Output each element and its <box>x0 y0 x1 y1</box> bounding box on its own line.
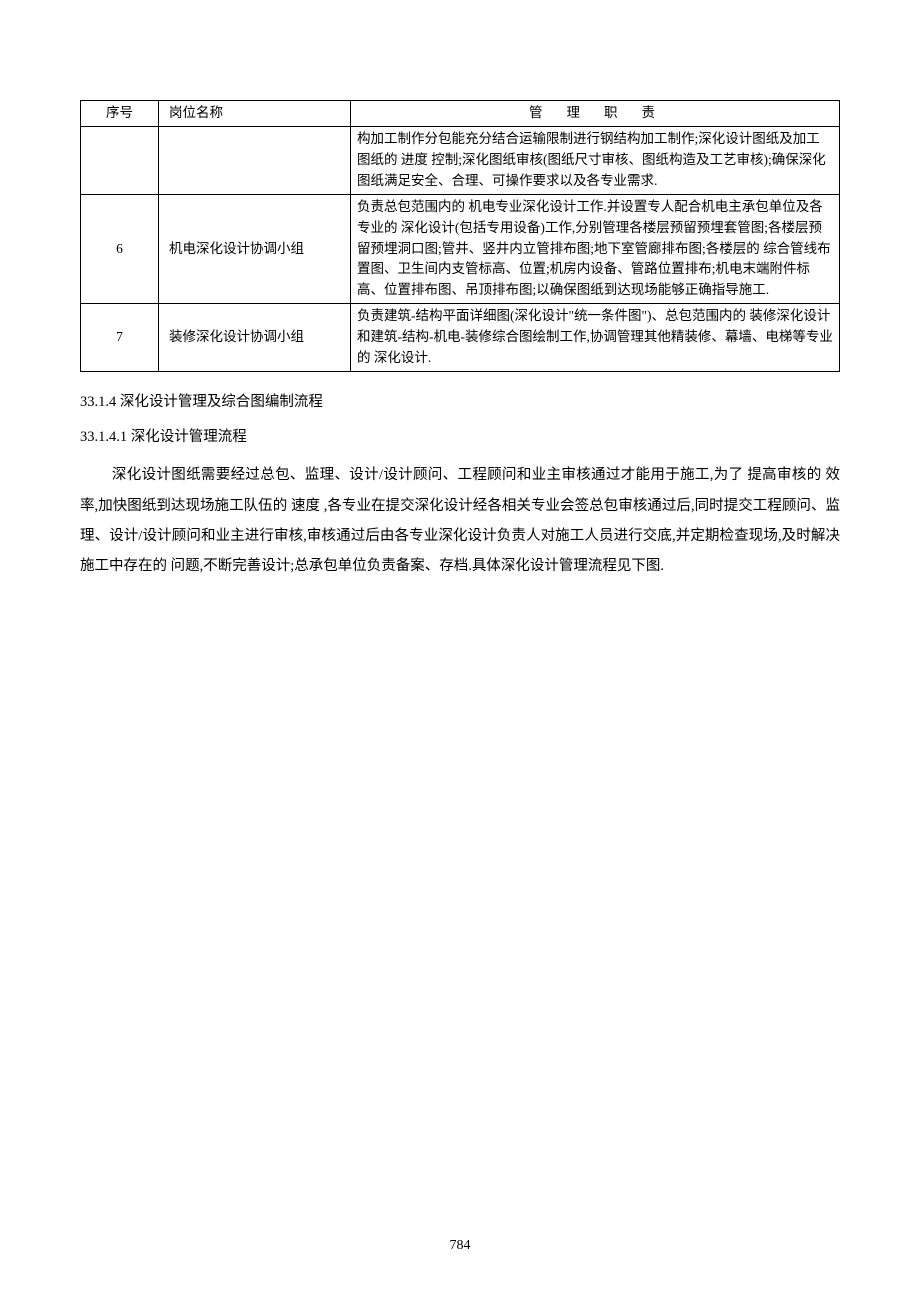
header-num: 序号 <box>81 101 159 127</box>
cell-title: 装修深化设计协调小组 <box>159 304 351 372</box>
cell-title: 机电深化设计协调小组 <box>159 194 351 304</box>
header-duty: 管理职责 <box>351 101 840 127</box>
cell-num: 7 <box>81 304 159 372</box>
table-row: 构加工制作分包能充分结合运输限制进行钢结构加工制作;深化设计图纸及加工图纸的 进… <box>81 126 840 194</box>
cell-title <box>159 126 351 194</box>
cell-duty: 负责建筑-结构平面详细图(深化设计"统一条件图")、总包范围内的 装修深化设计和… <box>351 304 840 372</box>
cell-num: 6 <box>81 194 159 304</box>
cell-duty: 构加工制作分包能充分结合运输限制进行钢结构加工制作;深化设计图纸及加工图纸的 进… <box>351 126 840 194</box>
page-container: 序号 岗位名称 管理职责 构加工制作分包能充分结合运输限制进行钢结构加工制作;深… <box>0 0 920 1302</box>
duties-table: 序号 岗位名称 管理职责 构加工制作分包能充分结合运输限制进行钢结构加工制作;深… <box>80 100 840 372</box>
cell-num <box>81 126 159 194</box>
table-header-row: 序号 岗位名称 管理职责 <box>81 101 840 127</box>
page-number: 784 <box>0 1238 920 1254</box>
cell-duty: 负责总包范围内的 机电专业深化设计工作.并设置专人配合机电主承包单位及各专业的 … <box>351 194 840 304</box>
body-paragraph: 深化设计图纸需要经过总包、监理、设计/设计顾问、工程顾问和业主审核通过才能用于施… <box>80 460 840 582</box>
header-title: 岗位名称 <box>159 101 351 127</box>
table-row: 6 机电深化设计协调小组 负责总包范围内的 机电专业深化设计工作.并设置专人配合… <box>81 194 840 304</box>
subsection-heading: 33.1.4.1 深化设计管理流程 <box>80 425 840 446</box>
table-row: 7 装修深化设计协调小组 负责建筑-结构平面详细图(深化设计"统一条件图")、总… <box>81 304 840 372</box>
section-heading: 33.1.4 深化设计管理及综合图编制流程 <box>80 390 840 411</box>
